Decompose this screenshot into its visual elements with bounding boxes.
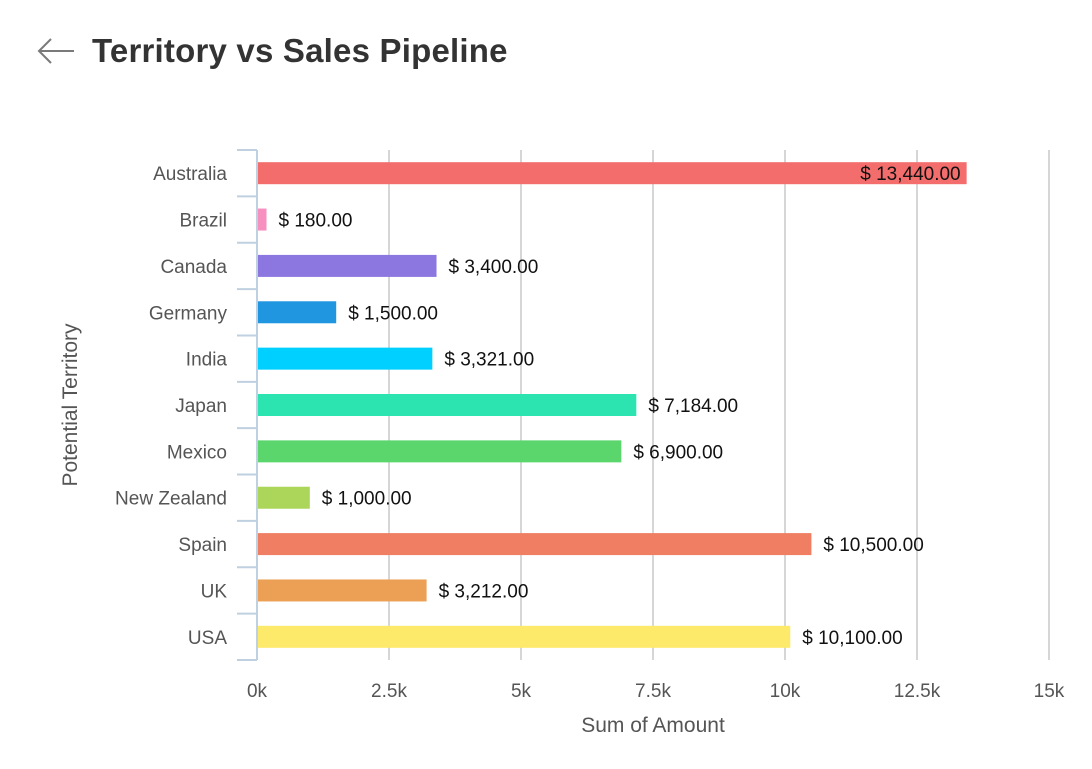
category-label: Japan (175, 396, 227, 417)
bar-japan[interactable] (258, 394, 637, 416)
data-label: $ 3,321.00 (444, 350, 534, 371)
category-label: Germany (149, 303, 228, 324)
bars (258, 162, 967, 648)
page-header: Territory vs Sales Pipeline (36, 26, 508, 76)
bar-usa[interactable] (258, 625, 791, 648)
data-label: $ 180.00 (279, 211, 353, 232)
bar-australia[interactable] (258, 162, 967, 185)
bar-germany[interactable] (258, 301, 337, 324)
category-label: Brazil (179, 211, 227, 232)
category-label: Canada (160, 257, 227, 278)
data-label: $ 7,184.00 (648, 396, 738, 417)
category-label: USA (188, 628, 227, 649)
bar-new-zealand[interactable] (258, 486, 310, 509)
x-tick-label: 10k (770, 681, 801, 702)
x-tick-labels: 0k 2.5k 5k 7.5k 10k 12.5k 15k (247, 681, 1065, 702)
x-tick-label: 7.5k (635, 681, 671, 702)
x-axis-title: Sum of Amount (581, 714, 725, 737)
category-labels: Australia Brazil Canada Germany India Japan Me… (115, 164, 227, 649)
bar-canada[interactable] (258, 254, 437, 277)
data-label: $ 13,440.00 (860, 164, 960, 185)
category-label: Spain (178, 535, 227, 556)
x-tick-label: 2.5k (371, 681, 407, 702)
x-tick-label: 5k (511, 681, 532, 702)
page-title: Territory vs Sales Pipeline (92, 32, 508, 69)
data-label: $ 10,500.00 (823, 535, 923, 556)
x-tick-label: 15k (1034, 681, 1065, 702)
category-label: New Zealand (115, 489, 227, 510)
data-label: $ 10,100.00 (802, 628, 902, 649)
x-tick-label: 12.5k (894, 681, 941, 702)
data-label: $ 3,400.00 (449, 257, 539, 278)
bar-brazil[interactable] (258, 208, 267, 231)
category-label: India (186, 350, 228, 371)
y-axis (237, 149, 258, 661)
category-label: Australia (153, 164, 227, 185)
back-button[interactable] (36, 31, 78, 71)
data-label: $ 6,900.00 (633, 442, 723, 463)
y-axis-title: Potential Territory (59, 323, 82, 487)
data-label: $ 1,000.00 (322, 489, 412, 510)
bar-india[interactable] (258, 347, 433, 370)
data-labels: $ 13,440.00 $ 180.00 $ 3,400.00 $ 1,500.00 $… (279, 164, 961, 649)
category-label: UK (201, 581, 228, 602)
bar-mexico[interactable] (258, 440, 622, 463)
x-tick-label: 0k (247, 681, 268, 702)
arrow-left-icon (37, 38, 74, 64)
bar-spain[interactable] (258, 533, 812, 556)
data-label: $ 1,500.00 (348, 303, 438, 324)
bar-uk[interactable] (258, 579, 427, 602)
category-label: Mexico (167, 442, 227, 463)
data-label: $ 3,212.00 (439, 581, 529, 602)
